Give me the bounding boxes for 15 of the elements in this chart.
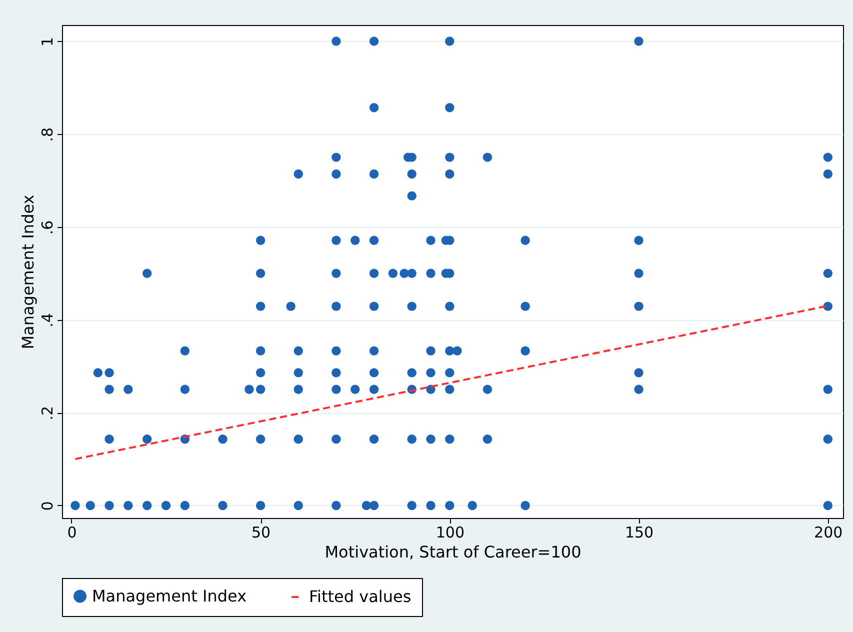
x-axis-title: Motivation, Start of Career=100 (324, 542, 582, 562)
x-tick-label: 0 (67, 524, 77, 542)
x-tick-label: 150 (624, 524, 654, 542)
y-tick-label: 0 (38, 501, 56, 511)
y-tick-label: .4 (38, 313, 56, 328)
y-tick-label: .8 (38, 127, 56, 142)
x-tick-label: 100 (436, 524, 464, 542)
y-tick-label: 1 (38, 36, 56, 47)
y-tick-label: .6 (38, 220, 56, 235)
y-axis-title: Management Index (18, 194, 38, 350)
x-tick-label: 50 (252, 524, 271, 542)
legend-label: Management Index (92, 586, 247, 606)
y-tick-label: .2 (38, 406, 56, 420)
legend-label: Fitted values (309, 587, 412, 606)
x-tick-label: 200 (814, 524, 843, 542)
